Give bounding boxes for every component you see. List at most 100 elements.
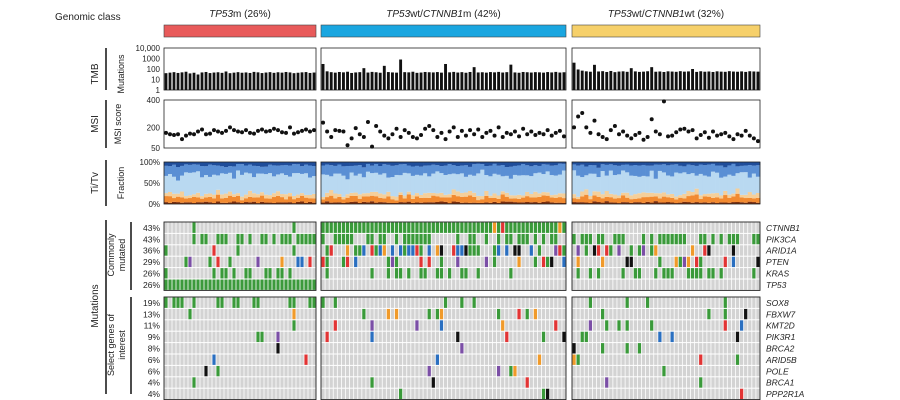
tmb-bar xyxy=(204,71,208,90)
mutation-cell xyxy=(288,308,292,320)
titv-seg xyxy=(455,166,461,175)
mutation-cell xyxy=(641,377,646,388)
mutation-cell xyxy=(366,365,370,377)
mutation-cell xyxy=(378,256,382,268)
titv-seg xyxy=(492,173,497,194)
mutation-cell xyxy=(650,388,654,400)
mutation-cell xyxy=(362,331,366,343)
mutation-cell xyxy=(411,245,415,256)
mutation-cell xyxy=(617,245,621,256)
mutation-cell xyxy=(260,268,264,279)
mutation-cell xyxy=(703,308,707,320)
mutation-cell xyxy=(358,331,362,343)
titv-seg xyxy=(240,202,245,204)
mutation-cell xyxy=(550,233,554,245)
mutation-cell xyxy=(208,297,212,308)
mutation-cell xyxy=(337,354,342,365)
mutation-cell xyxy=(308,297,312,308)
mutation-cell xyxy=(366,222,370,233)
mutation-cell xyxy=(509,331,513,343)
mutation-cell xyxy=(296,297,300,308)
msi-point xyxy=(300,128,304,133)
titv-seg xyxy=(572,194,577,199)
mutation-cell xyxy=(562,320,566,331)
mutation-cell xyxy=(176,256,180,268)
mutation-cell xyxy=(292,343,296,354)
titv-seg xyxy=(719,198,724,203)
mutation-cell xyxy=(248,388,252,400)
titv-seg xyxy=(525,196,530,202)
mutation-cell xyxy=(172,354,176,365)
mutation-cell xyxy=(172,279,176,290)
titv-seg xyxy=(216,165,221,176)
titv-seg xyxy=(694,202,699,204)
group-bar-0 xyxy=(163,24,317,38)
titv-seg xyxy=(633,202,638,204)
mutation-cell xyxy=(164,320,168,331)
mutation-cell xyxy=(366,354,370,365)
mutation-cell xyxy=(637,297,642,308)
msi-point xyxy=(268,128,272,133)
titv-seg xyxy=(349,201,354,204)
tmb-bar xyxy=(329,72,333,90)
tmb-bar xyxy=(284,71,288,90)
mutation-cell xyxy=(349,388,354,400)
titv-seg xyxy=(727,202,732,204)
mutation-cell xyxy=(558,279,562,290)
mutation-cell xyxy=(596,320,601,331)
mutation-cell xyxy=(280,354,284,365)
titv-seg xyxy=(414,162,420,166)
titv-seg xyxy=(308,177,313,195)
titv-seg xyxy=(264,174,269,195)
mutation-cell xyxy=(232,354,236,365)
titv-seg xyxy=(468,162,473,167)
mutation-cell xyxy=(164,388,168,400)
mutation-cell xyxy=(674,279,678,290)
mutation-cell xyxy=(613,343,617,354)
titv-seg xyxy=(604,191,610,197)
mutation-cell xyxy=(576,308,580,320)
mutation-cell xyxy=(605,388,609,400)
mutation-cell xyxy=(212,354,216,365)
mutation-cell xyxy=(188,354,192,365)
mutation-cell xyxy=(748,279,752,290)
titv-seg xyxy=(751,173,757,195)
titv-seg xyxy=(702,162,708,166)
titv-seg xyxy=(427,162,432,166)
mutation-cell xyxy=(472,343,476,354)
mutation-cell xyxy=(394,331,399,343)
titv-seg xyxy=(500,162,506,166)
mutation-cell xyxy=(394,320,399,331)
titv-seg xyxy=(616,162,622,166)
mutation-cell xyxy=(220,222,224,233)
mutation-cell xyxy=(349,256,354,268)
mutation-cell xyxy=(703,343,707,354)
mutation-cell xyxy=(184,279,188,290)
mutation-cell xyxy=(180,365,184,377)
mutation-cell xyxy=(276,279,280,290)
msi-point xyxy=(472,132,477,137)
mutation-cell xyxy=(550,308,554,320)
mutation-cell xyxy=(276,268,280,279)
msi-point xyxy=(192,132,196,137)
titv-seg xyxy=(751,202,757,204)
titv-seg xyxy=(443,197,448,202)
tmb-bar xyxy=(642,71,645,90)
tmb-bar xyxy=(321,63,325,90)
mutation-cell xyxy=(699,233,703,245)
tmb-bar xyxy=(362,68,366,90)
mutation-cell xyxy=(727,268,731,279)
mutation-cell xyxy=(654,343,658,354)
mutation-cell xyxy=(525,388,529,400)
mutation-cell xyxy=(208,377,212,388)
titv-seg xyxy=(402,202,408,204)
mutation-cell xyxy=(601,354,605,365)
titv-seg xyxy=(232,194,237,197)
titv-seg xyxy=(296,164,301,174)
mutation-cell xyxy=(752,279,756,290)
msi-point xyxy=(621,129,626,134)
mutation-cell xyxy=(488,256,493,268)
mutation-cell xyxy=(172,343,176,354)
titv-seg xyxy=(604,196,610,202)
titv-seg xyxy=(517,198,522,203)
